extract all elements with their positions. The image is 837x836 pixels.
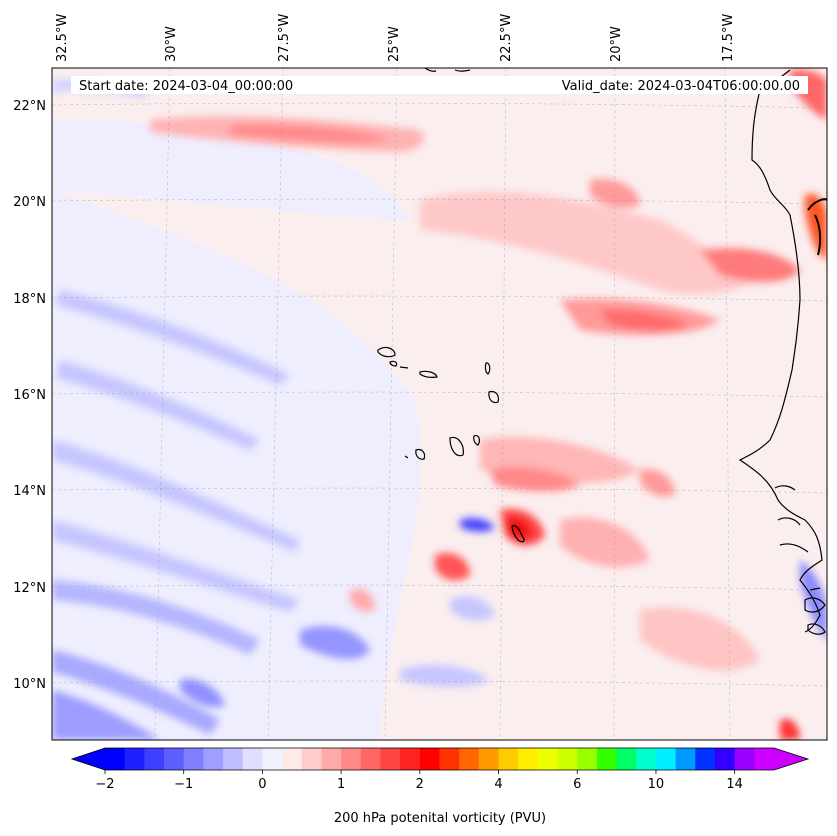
lat-label-10n: 10°N	[13, 677, 46, 692]
colorbar-swatch	[714, 748, 736, 770]
colorbar-swatch	[695, 748, 716, 770]
map-panel	[52, 68, 827, 740]
lat-label-20n: 20°N	[13, 195, 46, 210]
colorbar-tick-label: 6	[573, 777, 581, 792]
colorbar-swatch	[144, 748, 165, 770]
colorbar-swatch	[459, 748, 480, 770]
island-santiago	[449, 436, 464, 457]
valid-date-label: Valid_date: 2024-03-04T06:00:00.00	[562, 79, 800, 94]
lon-label-22.5w: 22.5°W	[499, 14, 514, 62]
colorbar-swatch	[203, 748, 224, 770]
colorbar-tick-label: 14	[726, 777, 743, 792]
colorbar-swatch	[636, 748, 657, 770]
colorbar-swatch	[124, 748, 145, 770]
island-santo-antao	[377, 346, 396, 358]
colorbar-swatch	[655, 748, 677, 770]
map-frame	[51, 67, 828, 741]
island-santa-luzia	[399, 366, 409, 369]
colorbar-swatch	[164, 748, 185, 770]
colorbar: −2 −1 0 1 2 4 6 10 14	[70, 747, 810, 792]
lat-label-22n: 22°N	[13, 99, 46, 114]
colorbar-tick-label: 4	[494, 777, 502, 792]
island-sao-vicente	[389, 360, 398, 367]
colorbar-swatch	[380, 748, 401, 770]
colorbar-swatch	[577, 748, 598, 770]
colorbar-swatches	[105, 748, 775, 770]
bissagos-islands	[804, 597, 826, 613]
island-sao-nicolau	[419, 370, 438, 378]
lat-label-16n: 16°N	[13, 388, 46, 403]
colorbar-swatch	[400, 748, 421, 770]
lon-label-27.5w: 27.5°W	[277, 14, 292, 62]
lon-label-20w: 20°W	[609, 26, 624, 62]
colorbar-swatch	[616, 748, 637, 770]
colorbar-tick-label: 0	[258, 777, 266, 792]
colorbar-swatch	[419, 748, 441, 770]
colorbar-swatch	[223, 748, 244, 770]
colorbar-swatch	[105, 748, 126, 770]
colorbar-swatch	[734, 748, 755, 770]
pv-regions-positive	[150, 69, 827, 740]
colorbar-swatch	[557, 748, 578, 770]
graticule	[52, 68, 827, 740]
gambia-coast	[511, 525, 525, 543]
colorbar-over-arrow	[774, 748, 808, 770]
colorbar-swatch	[360, 748, 382, 770]
colorbar-swatch	[537, 748, 559, 770]
island-maio	[473, 435, 480, 446]
colorbar-label: 200 hPa potenital vorticity (PVU)	[334, 811, 546, 826]
colorbar-under-arrow	[72, 748, 105, 770]
start-date-label: Start date: 2024-03-04_00:00:00	[79, 79, 293, 94]
colorbar-tick-label: 1	[337, 777, 345, 792]
africa-coastline	[738, 89, 823, 633]
island-fogo	[415, 448, 426, 460]
colorbar-swatch	[596, 748, 618, 770]
colorbar-swatch	[183, 748, 204, 770]
island-boa-vista	[488, 390, 500, 404]
colorbar-tick-label: −2	[95, 777, 114, 792]
colorbar-swatch	[754, 748, 775, 770]
colorbar-tick-label: 10	[648, 777, 665, 792]
colorbar-ticks: −2 −1 0 1 2 4 6 10 14	[95, 770, 743, 792]
pv-region-negative-light-north	[52, 119, 410, 220]
colorbar-tick-label: 2	[416, 777, 424, 792]
colorbar-swatch	[518, 748, 539, 770]
colorbar-swatch	[321, 748, 342, 770]
colorbar-swatch	[478, 748, 500, 770]
latitude-labels: 22°N 20°N 18°N 16°N 14°N 12°N 10°N	[13, 99, 46, 692]
colorbar-swatch	[301, 748, 323, 770]
colorbar-swatch	[675, 748, 696, 770]
lon-label-25w: 25°W	[387, 26, 402, 62]
colorbar-tick-label: −1	[174, 777, 193, 792]
lat-label-14n: 14°N	[13, 484, 46, 499]
colorbar-swatch	[282, 748, 303, 770]
lon-label-17.5w: 17.5°W	[721, 14, 736, 62]
island-sal	[484, 362, 491, 375]
colorbar-swatch	[341, 748, 362, 770]
lon-label-30w: 30°W	[164, 26, 179, 62]
date-banner	[71, 76, 808, 94]
lon-label-32.5w: 32.5°W	[55, 14, 70, 62]
lat-label-12n: 12°N	[13, 581, 46, 596]
colorbar-swatch	[262, 748, 283, 770]
lat-label-18n: 18°N	[13, 292, 46, 307]
colorbar-swatch	[498, 748, 519, 770]
colorbar-swatch	[242, 748, 264, 770]
colorbar-swatch	[439, 748, 460, 770]
longitude-labels: 32.5°W 30°W 27.5°W 25°W 22.5°W 20°W 17.5…	[55, 14, 736, 62]
